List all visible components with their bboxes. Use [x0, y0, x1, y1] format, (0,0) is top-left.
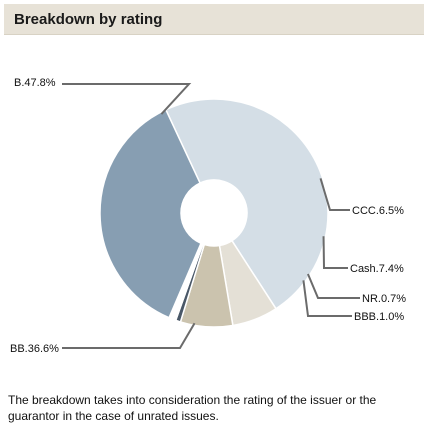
chart-title: Breakdown by rating	[14, 10, 163, 28]
leader-line-b	[62, 83, 192, 115]
slice-label-nr: NR.0.7%	[362, 293, 406, 305]
slice-bb	[99, 108, 202, 319]
slice-label-bb: BB.36.6%	[10, 343, 59, 355]
slice-label-ccc: CCC.6.5%	[352, 205, 404, 217]
leader-line-bb	[62, 322, 196, 349]
slice-label-cash: Cash.7.4%	[350, 263, 404, 275]
chart-header: Breakdown by rating	[4, 4, 424, 35]
slice-label-bbb: BBB.1.0%	[354, 311, 404, 323]
leader-line-nr	[307, 273, 360, 299]
donut-chart: B.47.8% CCC.6.5% Cash.7.4% NR.0.7% BBB.1.0% B…	[10, 77, 406, 355]
footnote: The breakdown takes into consideration t…	[8, 393, 377, 423]
leader-line-bbb	[302, 280, 352, 317]
slice-label-b: B.47.8%	[14, 77, 56, 89]
slice-b	[164, 98, 329, 310]
leader-line-cash	[322, 236, 348, 269]
leader-line-ccc	[319, 178, 350, 211]
